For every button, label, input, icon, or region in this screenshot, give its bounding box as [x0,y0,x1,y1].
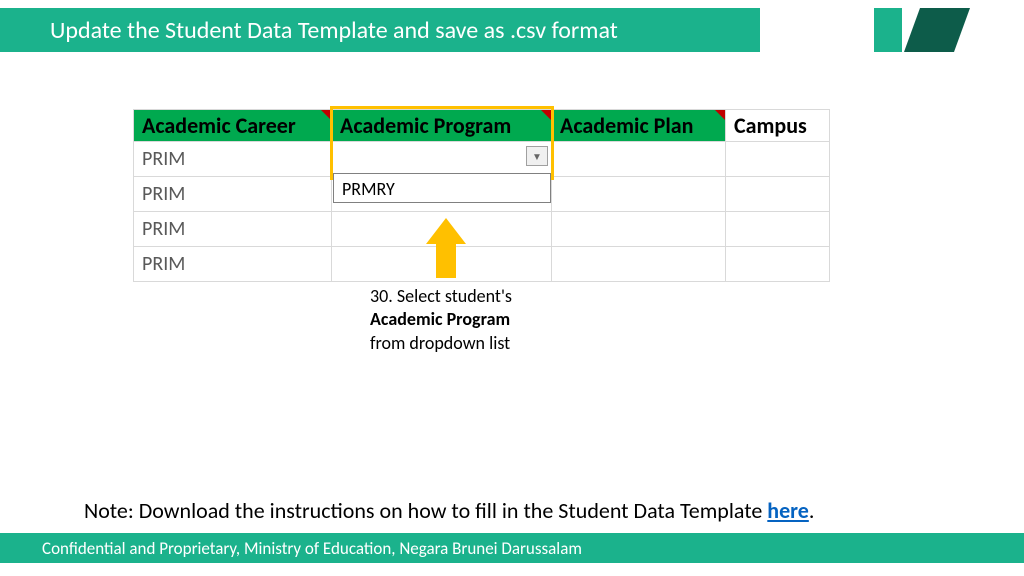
comment-indicator-icon [321,110,331,120]
comment-indicator-icon [715,110,725,120]
comment-indicator-icon [541,110,551,120]
col-header-campus: Campus [726,110,830,142]
table-row: PRIM [134,142,830,177]
title-accent-dark [904,8,970,52]
col-header-career: Academic Career [134,110,332,142]
footer-bar: Confidential and Proprietary, Ministry o… [0,533,1024,563]
cell-campus[interactable] [726,142,830,177]
cell-plan[interactable] [552,177,726,212]
cell-campus[interactable] [726,177,830,212]
cell-campus[interactable] [726,247,830,282]
cell-campus[interactable] [726,212,830,247]
cell-plan[interactable] [552,247,726,282]
dropdown-button[interactable]: ▼ [526,146,548,166]
cell-career[interactable]: PRIM [134,177,332,212]
note-text: Note: Download the instructions on how t… [84,497,814,524]
table-row: PRIM [134,247,830,282]
title-accent-right [874,8,902,52]
chevron-down-icon: ▼ [532,150,542,163]
cell-plan[interactable] [552,142,726,177]
dropdown-option[interactable]: PRMRY [333,173,551,203]
cell-career[interactable]: PRIM [134,212,332,247]
slide-title: Update the Student Data Template and sav… [0,8,760,52]
instruction-caption: 30. Select student's Academic Program fr… [370,285,570,355]
table-row: PRIM [134,212,830,247]
cell-program[interactable] [332,142,552,177]
cell-plan[interactable] [552,212,726,247]
arrow-up-icon [426,218,466,278]
title-bar: Update the Student Data Template and sav… [0,8,1024,52]
cell-career[interactable]: PRIM [134,142,332,177]
col-header-plan: Academic Plan [552,110,726,142]
col-header-program: Academic Program [332,110,552,142]
download-link[interactable]: here [767,497,809,524]
cell-career[interactable]: PRIM [134,247,332,282]
